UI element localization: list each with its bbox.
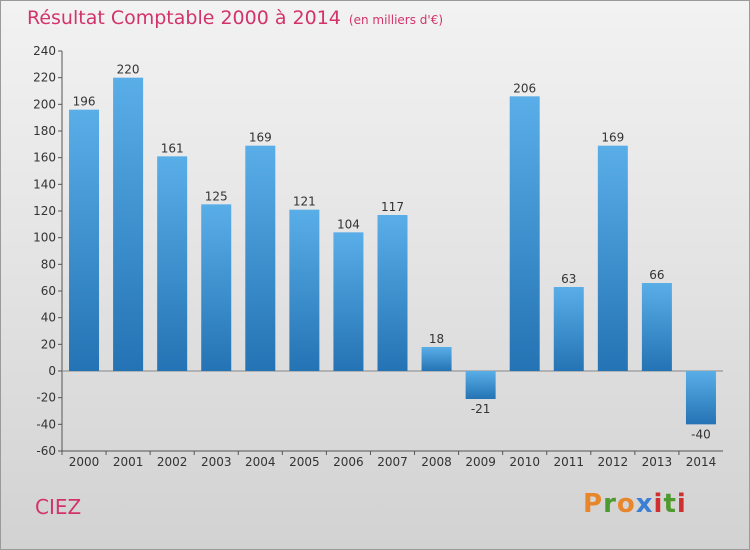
- data-label-2010: 206: [513, 81, 536, 95]
- logo-letter: t: [663, 489, 677, 519]
- bar-2002: [157, 156, 188, 371]
- y-tick-label: -20: [36, 391, 56, 405]
- data-label-2004: 169: [249, 131, 272, 145]
- data-label-2005: 121: [293, 195, 316, 209]
- chart-title-text: Résultat Comptable 2000 à 2014: [27, 7, 341, 29]
- x-tick-label: 2006: [333, 455, 364, 469]
- bar-2008: [421, 347, 452, 371]
- x-tick-label: 2002: [157, 455, 188, 469]
- chart-title: Résultat Comptable 2000 à 2014 (en millie…: [27, 7, 443, 29]
- proxiti-logo: Proxiti: [583, 489, 687, 519]
- data-label-2008: 18: [429, 332, 444, 346]
- data-label-2000: 196: [73, 95, 96, 109]
- bar-2004: [245, 145, 276, 371]
- logo-letter: r: [603, 489, 617, 519]
- bar-2012: [597, 145, 628, 371]
- x-tick-label: 2011: [553, 455, 584, 469]
- bar-2011: [553, 287, 584, 371]
- data-label-2007: 117: [381, 200, 404, 214]
- x-tick-label: 2005: [289, 455, 320, 469]
- y-tick-label: -40: [36, 417, 56, 431]
- y-tick-label: 100: [33, 231, 56, 245]
- logo-letter: i: [676, 489, 687, 519]
- x-tick-label: 2000: [69, 455, 100, 469]
- bar-2006: [333, 232, 364, 371]
- data-label-2014: -40: [691, 427, 711, 441]
- bar-2000: [69, 109, 100, 372]
- y-tick-label: 160: [33, 151, 56, 165]
- x-tick-label: 2008: [421, 455, 452, 469]
- x-tick-label: 2012: [598, 455, 629, 469]
- bars: 196 220 161 125 169 121 104 117 18 -21 206 63 169 66 -…: [69, 63, 716, 441]
- bar-2013: [641, 283, 672, 371]
- bar-2003: [201, 204, 232, 371]
- x-tick-label: 2001: [113, 455, 144, 469]
- bar-2007: [377, 215, 408, 371]
- x-tick-label: 2013: [642, 455, 673, 469]
- logo-letter: x: [635, 489, 654, 519]
- logo-letter: P: [583, 489, 604, 519]
- bar-2010: [509, 96, 540, 371]
- data-label-2013: 66: [649, 268, 664, 282]
- y-tick-label: 240: [33, 44, 56, 58]
- y-tick-label: 0: [48, 364, 56, 378]
- y-tick-label: 60: [41, 284, 56, 298]
- bar-2014: [685, 371, 716, 425]
- y-tick-label: -60: [36, 444, 56, 458]
- logo-letter: i: [653, 489, 664, 519]
- data-label-2006: 104: [337, 217, 360, 231]
- x-tick-label: 2004: [245, 455, 276, 469]
- x-tick-label: 2014: [686, 455, 717, 469]
- y-tick-label: 80: [41, 257, 56, 271]
- y-tick-label: 40: [41, 311, 56, 325]
- x-tick-label: 2009: [465, 455, 496, 469]
- chart-unit: (en milliers d'€): [348, 13, 444, 27]
- y-tick-label: 140: [33, 177, 56, 191]
- data-label-2001: 220: [117, 63, 140, 77]
- bar-2001: [113, 77, 144, 372]
- data-label-2002: 161: [161, 141, 184, 155]
- logo-letter: o: [616, 489, 636, 519]
- y-tick-label: 120: [33, 204, 56, 218]
- data-label-2009: -21: [471, 402, 491, 416]
- y-tick-label: 180: [33, 124, 56, 138]
- y-tick-label: 20: [41, 337, 56, 351]
- data-label-2011: 63: [561, 272, 576, 286]
- data-label-2003: 125: [205, 189, 228, 203]
- x-tick-label: 2007: [377, 455, 408, 469]
- bar-2005: [289, 209, 320, 371]
- data-label-2012: 169: [601, 131, 624, 145]
- y-tick-label: 200: [33, 97, 56, 111]
- bar-2009: [465, 371, 496, 399]
- y-tick-label: 220: [33, 71, 56, 85]
- x-tick-label: 2010: [509, 455, 540, 469]
- x-tick-label: 2003: [201, 455, 232, 469]
- commune-name: CIEZ: [35, 495, 82, 519]
